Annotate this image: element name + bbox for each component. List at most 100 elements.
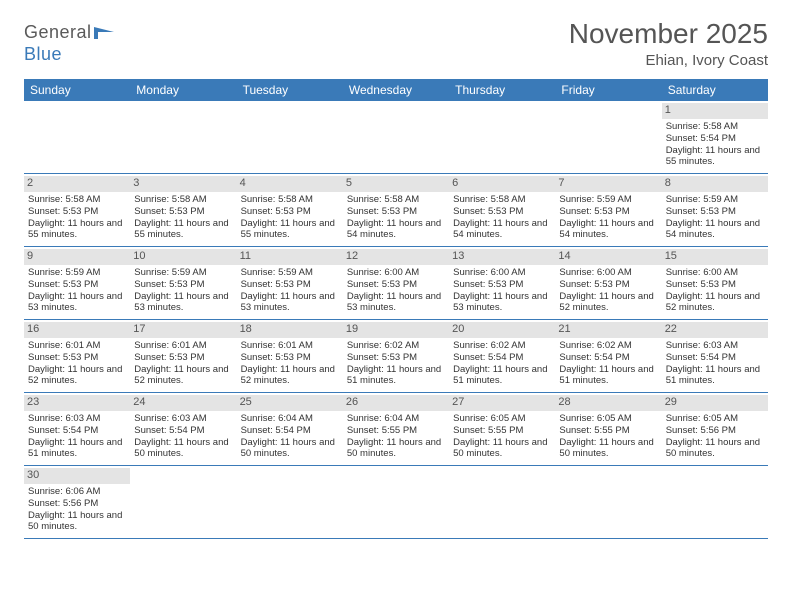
calendar-cell: 6Sunrise: 5:58 AMSunset: 5:53 PMDaylight… (449, 174, 555, 246)
daylight-line: Daylight: 11 hours and 50 minutes. (28, 510, 126, 534)
sunset-label: Sunset: (559, 352, 591, 363)
day-number: 1 (662, 103, 768, 119)
day-number: 11 (237, 249, 343, 265)
sunset-label: Sunset: (666, 206, 698, 217)
calendar-cell: 27Sunrise: 6:05 AMSunset: 5:55 PMDayligh… (449, 393, 555, 465)
daylight-line: Daylight: 11 hours and 50 minutes. (453, 437, 551, 461)
daylight-line: Daylight: 11 hours and 50 minutes. (347, 437, 445, 461)
sunset-label: Sunset: (241, 279, 273, 290)
sunrise-label: Sunrise: (347, 267, 382, 278)
sunrise-line: Sunrise: 5:59 AM (134, 267, 232, 279)
daylight-line: Daylight: 11 hours and 54 minutes. (666, 218, 764, 242)
sunset-value: 5:53 PM (594, 279, 629, 290)
day-number: 30 (24, 468, 130, 484)
calendar-cell-empty (449, 466, 555, 538)
day-number: 7 (555, 176, 661, 192)
sunset-value: 5:53 PM (63, 206, 98, 217)
daylight-line: Daylight: 11 hours and 51 minutes. (347, 364, 445, 388)
sunrise-line: Sunrise: 6:03 AM (28, 413, 126, 425)
sunrise-value: 6:04 AM (278, 413, 313, 424)
day-number: 13 (449, 249, 555, 265)
sunset-label: Sunset: (559, 425, 591, 436)
calendar-cell: 4Sunrise: 5:58 AMSunset: 5:53 PMDaylight… (237, 174, 343, 246)
logo-text-blue: Blue (24, 44, 62, 64)
sunset-value: 5:55 PM (488, 425, 523, 436)
daylight-label: Daylight: (347, 437, 384, 448)
sunrise-value: 5:58 AM (491, 194, 526, 205)
sunrise-value: 5:59 AM (172, 267, 207, 278)
calendar-cell-empty (130, 466, 236, 538)
calendar-cell: 19Sunrise: 6:02 AMSunset: 5:53 PMDayligh… (343, 320, 449, 392)
day-number: 24 (130, 395, 236, 411)
sunset-value: 5:54 PM (488, 352, 523, 363)
flag-icon (94, 23, 116, 44)
sunset-label: Sunset: (347, 206, 379, 217)
sunrise-line: Sunrise: 5:58 AM (453, 194, 551, 206)
daylight-line: Daylight: 11 hours and 53 minutes. (28, 291, 126, 315)
sunrise-line: Sunrise: 6:05 AM (666, 413, 764, 425)
daylight-label: Daylight: (666, 218, 703, 229)
sunrise-label: Sunrise: (666, 267, 701, 278)
calendar-cell-empty (555, 466, 661, 538)
calendar-cell: 5Sunrise: 5:58 AMSunset: 5:53 PMDaylight… (343, 174, 449, 246)
sunrise-value: 6:01 AM (66, 340, 101, 351)
daylight-label: Daylight: (134, 218, 171, 229)
calendar-cell-empty (343, 101, 449, 173)
sunset-line: Sunset: 5:55 PM (559, 425, 657, 437)
sunset-line: Sunset: 5:53 PM (134, 279, 232, 291)
daylight-label: Daylight: (28, 437, 65, 448)
title-block: November 2025 Ehian, Ivory Coast (569, 18, 768, 69)
calendar-cell-empty (130, 101, 236, 173)
sunrise-value: 5:58 AM (278, 194, 313, 205)
sunset-value: 5:53 PM (488, 206, 523, 217)
daylight-line: Daylight: 11 hours and 52 minutes. (134, 364, 232, 388)
sunset-line: Sunset: 5:53 PM (453, 206, 551, 218)
daylight-line: Daylight: 11 hours and 55 minutes. (134, 218, 232, 242)
sunset-line: Sunset: 5:54 PM (453, 352, 551, 364)
daylight-line: Daylight: 11 hours and 50 minutes. (241, 437, 339, 461)
day-header: Saturday (662, 79, 768, 101)
day-number: 3 (130, 176, 236, 192)
sunrise-value: 6:03 AM (66, 413, 101, 424)
calendar: SundayMondayTuesdayWednesdayThursdayFrid… (24, 79, 768, 539)
daylight-line: Daylight: 11 hours and 53 minutes. (347, 291, 445, 315)
sunset-value: 5:53 PM (701, 206, 736, 217)
sunset-line: Sunset: 5:53 PM (28, 206, 126, 218)
daylight-label: Daylight: (453, 218, 490, 229)
calendar-cell: 28Sunrise: 6:05 AMSunset: 5:55 PMDayligh… (555, 393, 661, 465)
sunrise-value: 6:06 AM (66, 486, 101, 497)
sunset-line: Sunset: 5:53 PM (559, 279, 657, 291)
calendar-cell: 21Sunrise: 6:02 AMSunset: 5:54 PMDayligh… (555, 320, 661, 392)
page: GeneralBlue November 2025 Ehian, Ivory C… (0, 0, 792, 557)
sunset-value: 5:56 PM (63, 498, 98, 509)
daylight-line: Daylight: 11 hours and 53 minutes. (241, 291, 339, 315)
day-header: Thursday (449, 79, 555, 101)
sunset-value: 5:53 PM (488, 279, 523, 290)
sunrise-line: Sunrise: 6:05 AM (559, 413, 657, 425)
day-number: 10 (130, 249, 236, 265)
sunset-line: Sunset: 5:53 PM (28, 352, 126, 364)
calendar-cell: 13Sunrise: 6:00 AMSunset: 5:53 PMDayligh… (449, 247, 555, 319)
page-subtitle: Ehian, Ivory Coast (569, 52, 768, 69)
calendar-cell: 24Sunrise: 6:03 AMSunset: 5:54 PMDayligh… (130, 393, 236, 465)
daylight-label: Daylight: (134, 437, 171, 448)
sunset-line: Sunset: 5:56 PM (28, 498, 126, 510)
sunset-line: Sunset: 5:56 PM (666, 425, 764, 437)
day-headers-row: SundayMondayTuesdayWednesdayThursdayFrid… (24, 79, 768, 101)
sunrise-line: Sunrise: 6:02 AM (559, 340, 657, 352)
daylight-label: Daylight: (666, 145, 703, 156)
day-header: Tuesday (237, 79, 343, 101)
sunset-label: Sunset: (241, 425, 273, 436)
sunset-label: Sunset: (28, 352, 60, 363)
calendar-week: 30Sunrise: 6:06 AMSunset: 5:56 PMDayligh… (24, 466, 768, 539)
calendar-cell: 1Sunrise: 5:58 AMSunset: 5:54 PMDaylight… (662, 101, 768, 173)
daylight-label: Daylight: (559, 218, 596, 229)
sunrise-label: Sunrise: (453, 340, 488, 351)
calendar-cell: 30Sunrise: 6:06 AMSunset: 5:56 PMDayligh… (24, 466, 130, 538)
day-number: 9 (24, 249, 130, 265)
calendar-cell: 2Sunrise: 5:58 AMSunset: 5:53 PMDaylight… (24, 174, 130, 246)
logo-text-general: General (24, 22, 92, 42)
daylight-line: Daylight: 11 hours and 55 minutes. (28, 218, 126, 242)
sunset-line: Sunset: 5:54 PM (666, 352, 764, 364)
daylight-label: Daylight: (241, 437, 278, 448)
